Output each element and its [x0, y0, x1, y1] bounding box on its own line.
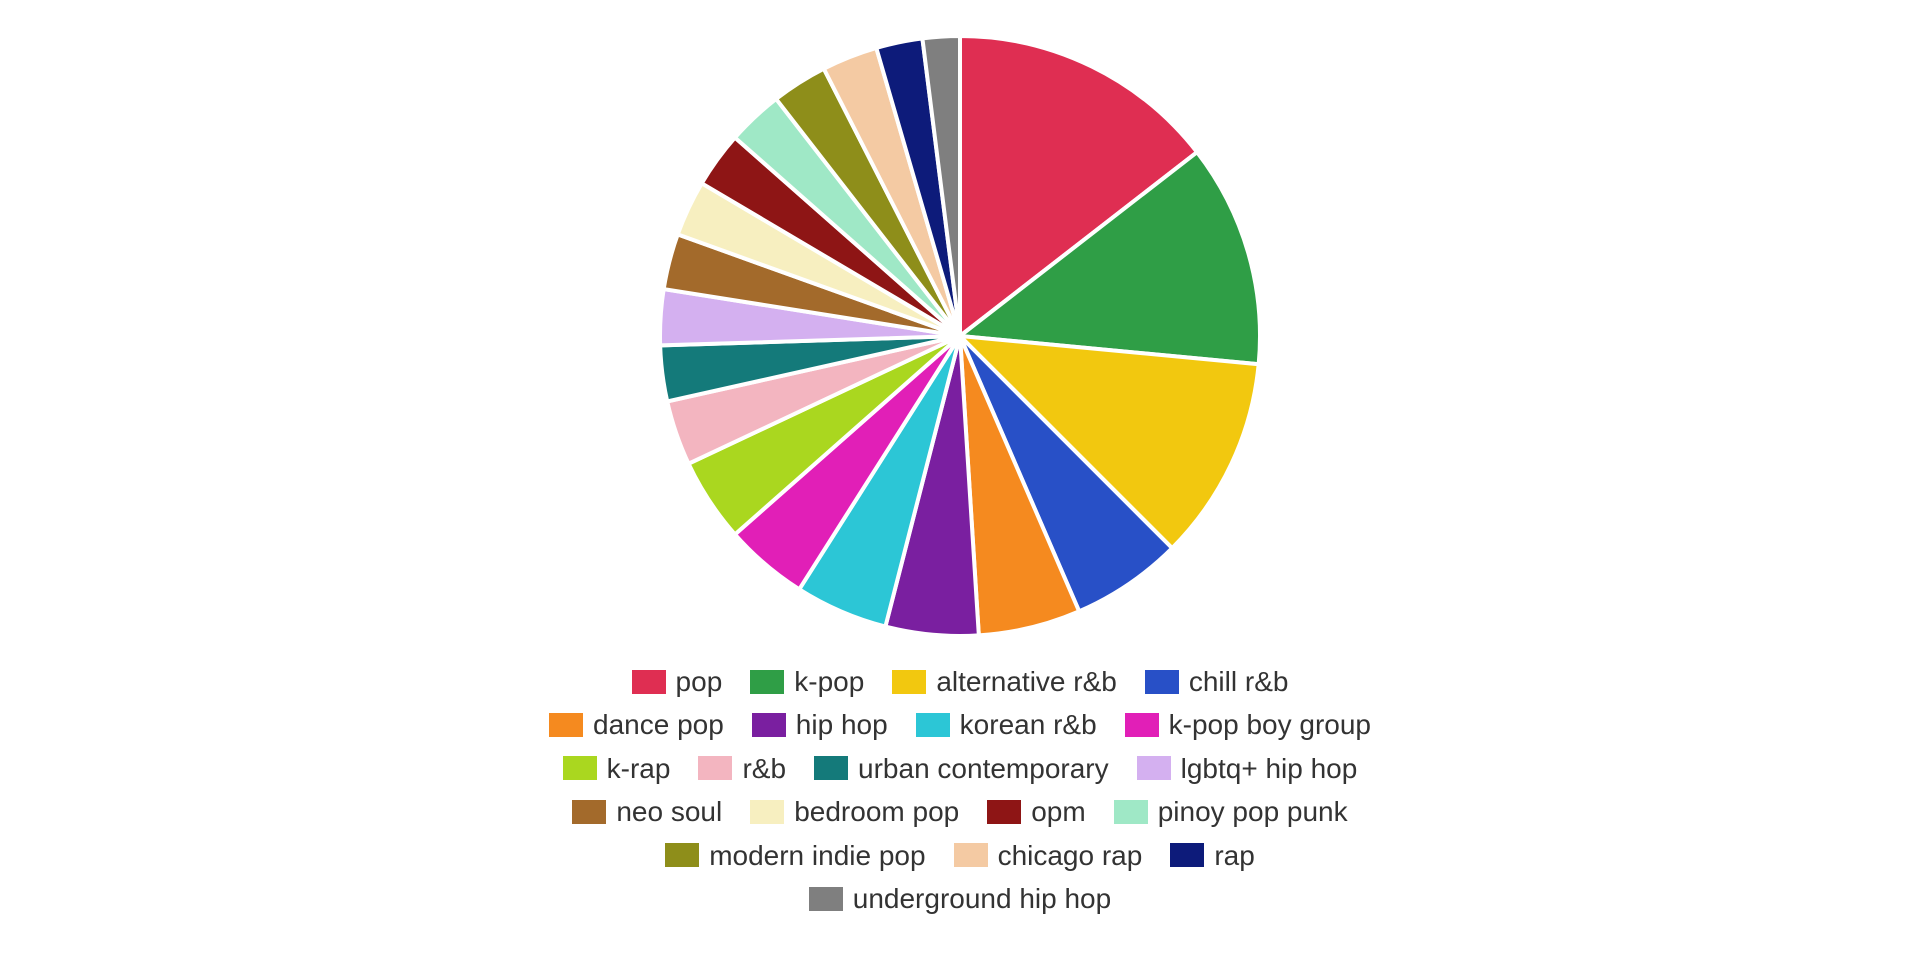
legend-item: k-rap: [563, 747, 671, 790]
legend-label: pop: [676, 660, 723, 703]
legend-item: chicago rap: [954, 834, 1143, 877]
legend-label: lgbtq+ hip hop: [1181, 747, 1358, 790]
legend-label: neo soul: [616, 790, 722, 833]
legend-label: chicago rap: [998, 834, 1143, 877]
legend-item: korean r&b: [916, 703, 1097, 746]
legend-row: pop k-pop alternative r&b chill r&b: [410, 660, 1510, 703]
legend-row: underground hip hop: [410, 877, 1510, 920]
legend-label: underground hip hop: [853, 877, 1111, 920]
legend-item: lgbtq+ hip hop: [1137, 747, 1358, 790]
legend-item: modern indie pop: [665, 834, 925, 877]
legend-swatch: [632, 670, 666, 694]
legend: popk-popalternative r&bchill r&bdance po…: [410, 660, 1510, 920]
legend-label: opm: [1031, 790, 1085, 833]
legend-label: rap: [1214, 834, 1254, 877]
legend-label: k-rap: [607, 747, 671, 790]
legend-swatch: [814, 756, 848, 780]
legend-item: dance pop: [549, 703, 724, 746]
legend-item: rap: [1170, 834, 1254, 877]
legend-label: k-pop boy group: [1169, 703, 1371, 746]
legend-swatch: [987, 800, 1021, 824]
legend-swatch: [572, 800, 606, 824]
legend-row: modern indie pop chicago rap rap: [410, 834, 1510, 877]
legend-label: urban contemporary: [858, 747, 1109, 790]
legend-row: neo soul bedroom pop opm pinoy pop punk: [410, 790, 1510, 833]
legend-swatch: [1137, 756, 1171, 780]
legend-label: r&b: [742, 747, 786, 790]
legend-label: alternative r&b: [936, 660, 1117, 703]
legend-row: k-rap r&b urban contemporary lgbtq+ hip hop: [410, 747, 1510, 790]
pie-svg: [654, 30, 1266, 642]
legend-swatch: [1125, 713, 1159, 737]
legend-swatch: [916, 713, 950, 737]
legend-swatch: [809, 887, 843, 911]
legend-label: hip hop: [796, 703, 888, 746]
legend-item: neo soul: [572, 790, 722, 833]
legend-swatch: [563, 756, 597, 780]
legend-row: dance pop hip hop korean r&b k-pop boy grou…: [410, 703, 1510, 746]
legend-swatch: [750, 800, 784, 824]
legend-item: alternative r&b: [892, 660, 1117, 703]
legend-item: opm: [987, 790, 1085, 833]
legend-swatch: [1145, 670, 1179, 694]
legend-item: k-pop: [750, 660, 864, 703]
legend-item: r&b: [698, 747, 786, 790]
legend-swatch: [1170, 843, 1204, 867]
legend-item: hip hop: [752, 703, 888, 746]
legend-swatch: [892, 670, 926, 694]
legend-item: bedroom pop: [750, 790, 959, 833]
legend-item: underground hip hop: [809, 877, 1111, 920]
legend-swatch: [549, 713, 583, 737]
legend-swatch: [665, 843, 699, 867]
legend-swatch: [954, 843, 988, 867]
legend-swatch: [750, 670, 784, 694]
legend-item: k-pop boy group: [1125, 703, 1371, 746]
legend-label: bedroom pop: [794, 790, 959, 833]
legend-swatch: [698, 756, 732, 780]
legend-label: dance pop: [593, 703, 724, 746]
legend-label: modern indie pop: [709, 834, 925, 877]
legend-swatch: [1114, 800, 1148, 824]
pie-area: [0, 0, 1920, 642]
legend-label: korean r&b: [960, 703, 1097, 746]
legend-item: chill r&b: [1145, 660, 1289, 703]
legend-swatch: [752, 713, 786, 737]
legend-item: urban contemporary: [814, 747, 1109, 790]
legend-label: k-pop: [794, 660, 864, 703]
legend-item: pop: [632, 660, 723, 703]
legend-label: chill r&b: [1189, 660, 1289, 703]
genre-pie-chart: popk-popalternative r&bchill r&bdance po…: [0, 0, 1920, 960]
legend-label: pinoy pop punk: [1158, 790, 1348, 833]
legend-item: pinoy pop punk: [1114, 790, 1348, 833]
